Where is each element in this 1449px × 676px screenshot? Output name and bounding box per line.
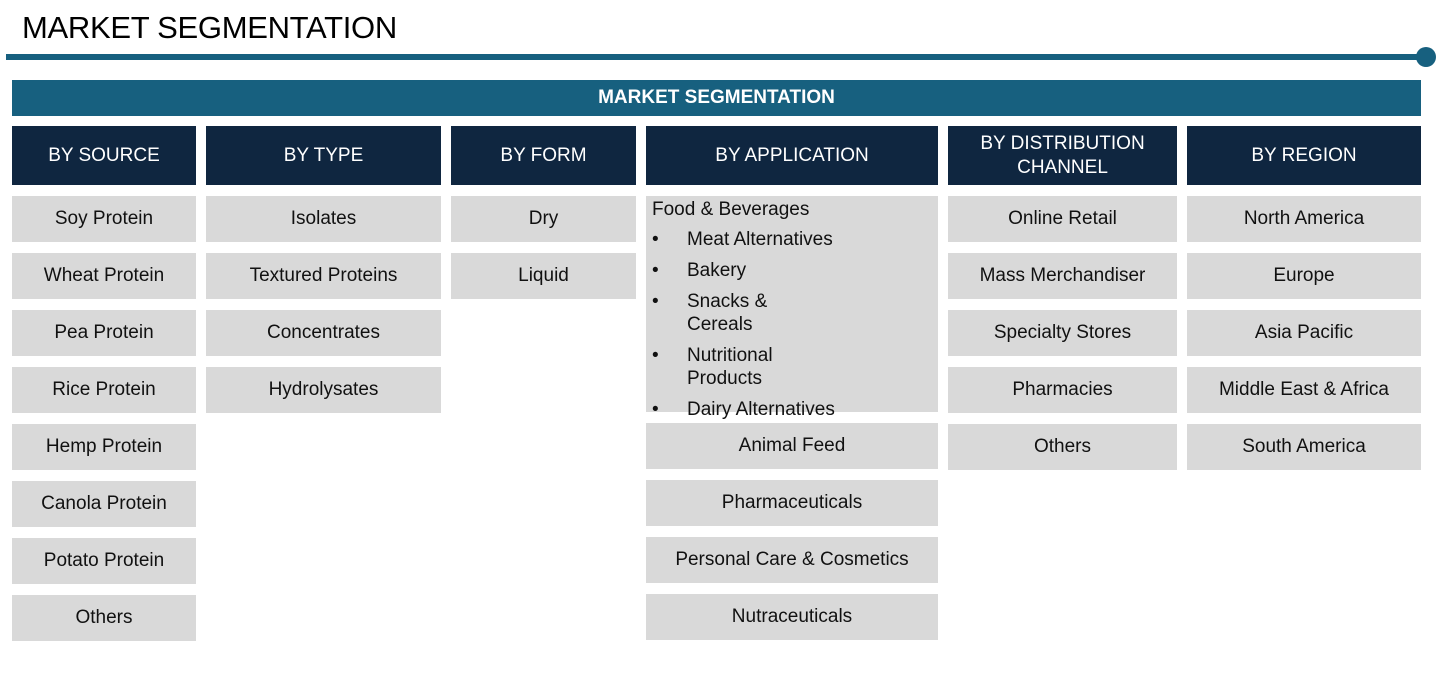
segment-item: Hydrolysates	[206, 367, 441, 413]
segment-item: Pharmacies	[948, 367, 1177, 413]
sub-item: • Meat Alternatives	[652, 228, 932, 251]
segment-header: BY DISTRIBUTION CHANNEL	[948, 126, 1177, 185]
segment-item: Nutraceuticals	[646, 594, 938, 640]
segment-header: BY REGION	[1187, 126, 1421, 185]
segment-column: BY DISTRIBUTION CHANNEL Online Retail Mass…	[948, 126, 1177, 470]
sub-item-label: Nutritional Products	[687, 345, 773, 389]
segment-item: Animal Feed	[646, 423, 938, 469]
segment-item: Textured Proteins	[206, 253, 441, 299]
segment-column: BY SOURCE Soy Protein Wheat Protein Pea Pro…	[12, 126, 196, 641]
bullet-icon: •	[652, 291, 659, 312]
segment-group: Food & Beverages • Meat Alternatives • Baker…	[646, 196, 938, 420]
segment-item: Liquid	[451, 253, 636, 299]
sub-item: • Snacks & Cereals	[652, 290, 932, 336]
segment-item: Asia Pacific	[1187, 310, 1421, 356]
segment-header: BY FORM	[451, 126, 636, 185]
sub-item-label: Snacks & Cereals	[687, 291, 768, 335]
segment-item: Concentrates	[206, 310, 441, 356]
sub-item-label: Meat Alternatives	[687, 229, 833, 250]
bullet-icon: •	[652, 399, 659, 420]
title-underline	[6, 54, 1426, 60]
segment-column: BY REGION North America Europe Asia Pacific…	[1187, 126, 1421, 470]
bullet-icon: •	[652, 260, 659, 281]
bullet-icon: •	[652, 345, 659, 366]
bullet-icon: •	[652, 229, 659, 250]
group-label: Food & Beverages	[652, 199, 810, 220]
segment-item: Canola Protein	[12, 481, 196, 527]
segment-item: Rice Protein	[12, 367, 196, 413]
segment-item: Potato Protein	[12, 538, 196, 584]
segment-item: Middle East & Africa	[1187, 367, 1421, 413]
segment-item: Soy Protein	[12, 196, 196, 242]
segment-item: Pharmaceuticals	[646, 480, 938, 526]
segment-header: BY SOURCE	[12, 126, 196, 185]
segment-item: Pea Protein	[12, 310, 196, 356]
segment-item: Dry	[451, 196, 636, 242]
segment-header: BY TYPE	[206, 126, 441, 185]
segment-item: Others	[12, 595, 196, 641]
segment-item: North America	[1187, 196, 1421, 242]
segment-item: Europe	[1187, 253, 1421, 299]
sub-item: • Nutritional Products	[652, 344, 932, 390]
segment-item: Online Retail	[948, 196, 1177, 242]
segment-item: Others	[948, 424, 1177, 470]
underline-end-dot	[1416, 47, 1436, 67]
segment-item: South America	[1187, 424, 1421, 470]
segmentation-banner: MARKET SEGMENTATION	[12, 80, 1421, 116]
segment-column: BY FORM Dry Liquid	[451, 126, 636, 299]
sub-item: • Bakery	[652, 259, 932, 282]
segment-item: Isolates	[206, 196, 441, 242]
segment-column: BY TYPE Isolates Textured Proteins Concentr…	[206, 126, 441, 413]
segment-column: BY APPLICATION Food & Beverages • Meat Alte…	[646, 126, 938, 640]
segment-item: Mass Merchandiser	[948, 253, 1177, 299]
segment-item: Personal Care & Cosmetics	[646, 537, 938, 583]
sub-item: • Dairy Alternatives	[652, 398, 932, 421]
sub-item-label: Bakery	[687, 260, 747, 281]
segment-item: Hemp Protein	[12, 424, 196, 470]
sub-item-label: Dairy Alternatives	[687, 399, 835, 420]
page-title: MARKET SEGMENTATION	[22, 10, 397, 45]
segment-header: BY APPLICATION	[646, 126, 938, 185]
segment-item: Specialty Stores	[948, 310, 1177, 356]
segment-item: Wheat Protein	[12, 253, 196, 299]
